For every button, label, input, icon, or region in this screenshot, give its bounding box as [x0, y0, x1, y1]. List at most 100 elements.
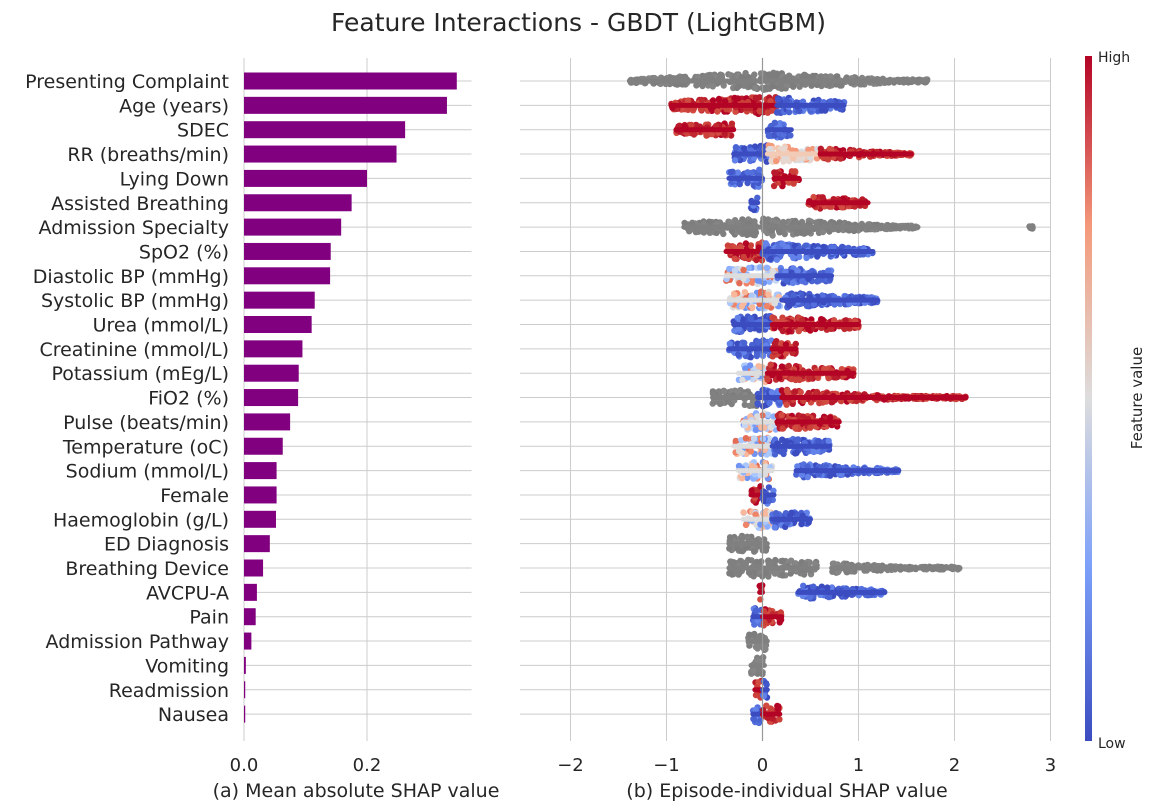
- swarm-point: [760, 608, 768, 615]
- swarm-point: [769, 715, 776, 722]
- swarm-point: [728, 120, 736, 127]
- swarm-point: [703, 132, 710, 139]
- bar-category-label: Urea (mmol/L): [93, 315, 229, 337]
- swarm-row: [726, 532, 770, 555]
- swarm-point: [798, 317, 806, 324]
- bar-category-label: Nausea: [158, 704, 229, 726]
- bar: [244, 340, 303, 358]
- swarm-point: [684, 97, 692, 104]
- swarm-point: [726, 570, 733, 577]
- swarm-point: [754, 401, 761, 408]
- swarm-point: [756, 582, 763, 590]
- bar: [244, 316, 312, 333]
- colorbar-gradient: [1085, 56, 1092, 741]
- bar: [244, 632, 252, 650]
- swarm-point: [828, 325, 835, 332]
- swarm-point: [770, 182, 778, 190]
- bar-tick-label: 0.0: [230, 755, 259, 776]
- bar: [244, 194, 352, 212]
- swarm-point: [778, 387, 785, 394]
- swarm-point: [771, 119, 778, 127]
- swarm-point: [749, 375, 756, 383]
- bar: [244, 291, 315, 309]
- figure-title: Feature Interactions - GBDT (LightGBM): [331, 8, 826, 37]
- swarm-point: [744, 169, 751, 176]
- swarm-point: [824, 584, 831, 591]
- swarm-point: [813, 219, 820, 226]
- swarm-tick-label: −2: [557, 755, 584, 776]
- bar: [244, 121, 406, 139]
- swarm-point: [785, 362, 792, 370]
- swarm-point: [743, 228, 751, 235]
- swarm-row: [723, 264, 835, 288]
- swarm-point: [780, 145, 788, 152]
- swarm-point: [741, 339, 748, 347]
- swarm-point: [726, 545, 733, 552]
- colorbar-high-label: High: [1098, 50, 1130, 66]
- bar-category-label: Assisted Breathing: [51, 193, 229, 215]
- swarm-point: [688, 121, 695, 129]
- swarm-point: [764, 411, 772, 418]
- swarm-point: [817, 73, 825, 80]
- bar: [244, 267, 331, 285]
- swarm-point: [709, 83, 716, 90]
- swarm-row: [735, 458, 902, 483]
- bar: [244, 169, 367, 187]
- swarm-point: [787, 132, 794, 139]
- swarm-point: [765, 71, 772, 79]
- swarm-point: [713, 229, 720, 237]
- swarm-row: [731, 142, 915, 165]
- swarm-point: [693, 82, 700, 89]
- beeswarm-panel: −2 −1 0 1 2 3(b) Episode-individual SHAP valu…: [520, 58, 1056, 802]
- bar-category-label: FiO2 (%): [148, 388, 229, 410]
- swarm-point: [763, 264, 771, 271]
- swarm-point: [782, 341, 790, 348]
- swarm-row: [726, 288, 881, 312]
- swarm-tick-label: 1: [853, 755, 864, 776]
- swarm-point: [819, 194, 826, 201]
- swarm-point: [785, 108, 793, 116]
- swarm-point: [740, 145, 748, 152]
- swarm-point: [752, 706, 759, 713]
- swarm-point: [773, 256, 781, 263]
- swarm-point: [794, 463, 801, 470]
- swarm-point: [697, 106, 705, 113]
- swarm-point: [805, 325, 812, 333]
- swarm-point: [764, 376, 771, 383]
- swarm-point: [779, 572, 786, 579]
- swarm-point: [778, 83, 785, 90]
- swarm-point: [766, 278, 773, 285]
- swarm-point: [709, 97, 717, 104]
- swarm-row: [748, 654, 767, 678]
- swarm-point: [736, 180, 743, 188]
- swarm-point: [747, 354, 754, 361]
- swarm-point: [825, 267, 832, 274]
- swarm-point: [720, 387, 727, 395]
- swarm-point: [791, 388, 799, 395]
- swarm-point: [718, 72, 725, 79]
- swarm-point: [768, 706, 775, 713]
- swarm-point: [771, 524, 778, 531]
- bar-category-label: Sodium (mmol/L): [66, 461, 229, 483]
- swarm-point: [776, 619, 783, 626]
- swarm-point: [838, 204, 846, 211]
- swarm-point: [758, 424, 765, 431]
- bar: [244, 705, 246, 723]
- bar: [244, 96, 447, 114]
- swarm-point: [753, 256, 760, 264]
- bar: [244, 218, 342, 236]
- bar-category-label: SDEC: [177, 120, 229, 142]
- colorbar-axis-label: Feature value: [1128, 347, 1146, 449]
- swarm-point: [769, 232, 776, 239]
- swarm-point: [815, 437, 822, 445]
- swarm-tick-label: 0: [757, 755, 768, 776]
- swarm-point: [765, 291, 772, 298]
- swarm-point: [818, 107, 825, 114]
- bar-category-label: Systolic BP (mmHg): [41, 290, 229, 312]
- bar: [244, 583, 257, 601]
- bar-category-label: Lying Down: [120, 168, 229, 190]
- swarm-point: [768, 389, 776, 396]
- swarm-point: [810, 583, 817, 590]
- swarm-point: [779, 557, 786, 564]
